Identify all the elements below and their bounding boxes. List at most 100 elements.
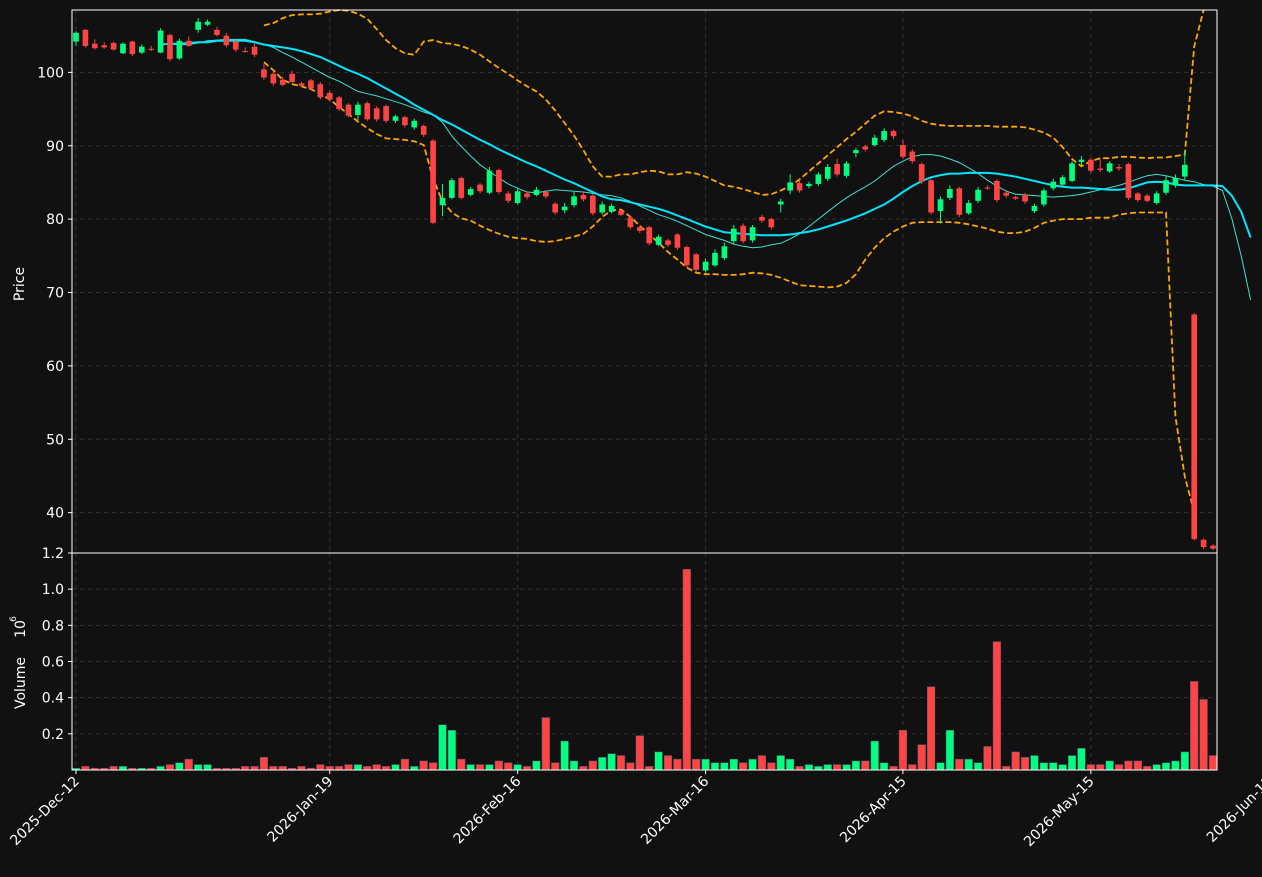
candle-body — [345, 104, 352, 116]
volume-bar — [607, 753, 616, 771]
candle-body — [693, 254, 700, 270]
price-tick-label: 70 — [46, 286, 64, 302]
candle-body — [514, 191, 521, 203]
volume-bar — [1086, 764, 1095, 771]
candle-body — [740, 225, 746, 242]
volume-bar — [494, 760, 503, 771]
price-tick-label: 80 — [46, 212, 64, 228]
volume-bar — [1096, 764, 1105, 771]
volume-bar — [391, 764, 400, 771]
candle-body — [373, 108, 380, 120]
volume-bar — [833, 764, 842, 771]
candle-body — [467, 189, 474, 195]
volume-bar — [522, 766, 532, 771]
candle-body — [843, 163, 850, 176]
volume-bar — [945, 729, 954, 771]
candle-body — [900, 145, 906, 157]
candle-body — [242, 51, 248, 53]
volume-bar — [673, 758, 682, 771]
volume-bar — [1190, 681, 1199, 771]
volume-bar — [165, 764, 175, 771]
volume-bar — [504, 762, 513, 771]
volume-bar — [1105, 760, 1114, 771]
candle-body — [439, 197, 446, 206]
candle-body — [994, 180, 1000, 201]
candle-body — [1012, 197, 1019, 199]
candle-body — [646, 227, 653, 244]
volume-bar — [898, 729, 908, 771]
candle-body — [120, 43, 126, 54]
moving-averages — [160, 38, 1252, 300]
candle-body — [129, 41, 136, 55]
volume-bar — [645, 766, 654, 771]
candlesticks — [73, 18, 1216, 551]
volume-bar — [842, 764, 851, 771]
candle-body — [73, 32, 79, 42]
volume-bar — [184, 758, 193, 771]
candle-body — [392, 116, 399, 121]
candle-body — [1003, 192, 1010, 196]
volume-bar — [156, 766, 165, 771]
volume-bar — [616, 755, 626, 771]
volume-bar — [475, 764, 485, 771]
candle-body — [317, 84, 324, 98]
candle-body — [608, 205, 615, 212]
candle-body — [674, 234, 681, 248]
volume-bar — [335, 766, 344, 771]
candle-body — [975, 189, 981, 201]
volume-bar — [194, 764, 203, 771]
volume-bar — [560, 740, 569, 771]
candle-body — [777, 201, 784, 205]
volume-bar — [1143, 766, 1152, 771]
volume-bar — [400, 758, 409, 771]
candle-body — [420, 125, 427, 135]
volume-bar — [1002, 766, 1011, 771]
candle-body — [1153, 193, 1160, 203]
candle-body — [806, 183, 812, 187]
volume-bar — [973, 762, 983, 771]
volume-bar — [964, 758, 973, 771]
volume-bar — [692, 758, 701, 771]
volume-bar — [767, 762, 776, 771]
volume-tick-label: 1.0 — [42, 582, 64, 598]
candle-body — [824, 167, 831, 179]
candle-body — [1191, 314, 1198, 540]
candle-body — [82, 29, 89, 46]
candle-body — [1106, 163, 1113, 172]
candle-body — [148, 48, 154, 50]
volume-tick-label: 0.2 — [42, 727, 64, 743]
volume-bar — [936, 762, 945, 771]
volume-bar — [729, 758, 738, 771]
candle-body — [1022, 194, 1028, 202]
volume-bar — [316, 764, 325, 771]
candle-body — [298, 83, 305, 86]
candle-body — [1210, 545, 1216, 549]
volume-bar — [739, 762, 748, 771]
volume-bar — [1058, 764, 1067, 771]
volume-bar — [1011, 751, 1020, 771]
bollinger-upper-line — [263, 9, 1205, 196]
volume-bar — [485, 764, 494, 771]
volume-bar — [851, 760, 861, 771]
candle-body — [1059, 177, 1066, 185]
candle-body — [871, 137, 878, 146]
volume-bar — [81, 766, 90, 771]
volume-bar — [1020, 757, 1030, 771]
candle-body — [101, 45, 108, 48]
volume-bar — [588, 760, 597, 771]
volume-bar — [372, 764, 381, 771]
volume-bar — [269, 766, 278, 771]
volume-bar — [701, 758, 710, 771]
volume-bar — [992, 641, 1001, 771]
volume-bar — [1171, 760, 1180, 771]
candle-body — [261, 69, 267, 78]
candle-body — [533, 189, 540, 195]
candle-body — [138, 46, 145, 53]
candle-body — [91, 43, 98, 49]
volume-bar — [466, 764, 475, 771]
candle-body — [336, 97, 342, 110]
volume-bar — [1124, 760, 1133, 771]
volume-bar — [748, 758, 757, 771]
